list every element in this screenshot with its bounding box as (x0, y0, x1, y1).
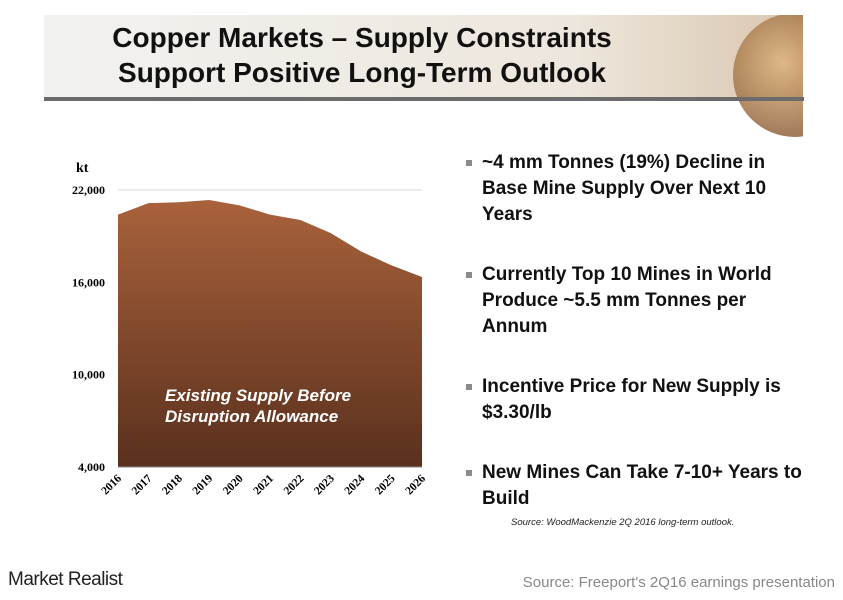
x-tick-label: 2026 (403, 472, 428, 497)
bullet-text: Currently Top 10 Mines in World Produce … (482, 264, 772, 337)
bullet-text: ~4 mm Tonnes (19%) Decline in Base Mine … (482, 152, 767, 225)
bullet: ~4 mm Tonnes (19%) Decline in Base Mine … (466, 150, 811, 228)
bullet-text: New Mines Can Take 7-10+ Years to Build (482, 462, 802, 509)
title-line: Copper Markets – Supply Constraints (112, 22, 611, 53)
x-tick-label: 2021 (251, 472, 276, 497)
x-tick-label: 2019 (191, 472, 216, 497)
x-tick-label: 2020 (221, 472, 246, 497)
annotation: Existing Supply Before (165, 386, 351, 405)
x-tick-label: 2018 (160, 472, 185, 497)
x-tick-label: 2022 (282, 472, 307, 497)
brand: Market Realist (8, 569, 123, 590)
y-tick-label: 22,000 (72, 183, 105, 197)
y-axis-label: kt (76, 161, 89, 176)
annotation: Disruption Allowance (165, 407, 338, 426)
header-band (44, 15, 803, 97)
footer-source: Source: Freeport's 2Q16 earnings present… (522, 574, 835, 591)
x-tick-label: 2017 (130, 472, 155, 497)
mask (44, 0, 804, 15)
header-rule (44, 97, 804, 101)
x-tick-label: 2024 (343, 472, 368, 497)
bullet-text: Incentive Price for New Supply is $3.30/… (482, 376, 781, 423)
x-tick-label: 2023 (312, 472, 337, 497)
bullet-marker (466, 470, 472, 476)
bullet: Incentive Price for New Supply is $3.30/… (466, 374, 811, 426)
x-tick-label: 2016 (99, 472, 124, 497)
bullet-marker (466, 384, 472, 390)
y-tick-label: 10,000 (72, 368, 105, 382)
mask (803, 0, 843, 160)
bullet: New Mines Can Take 7-10+ Years to Build (466, 460, 811, 512)
y-tick-label: 16,000 (72, 275, 105, 289)
bullet-marker (466, 160, 472, 166)
title-line: Support Positive Long-Term Outlook (118, 57, 606, 88)
y-tick-label: 4,000 (78, 460, 105, 474)
area (118, 200, 422, 467)
bullet: Currently Top 10 Mines in World Produce … (466, 262, 811, 340)
bullet-marker (466, 272, 472, 278)
x-tick-label: 2025 (373, 472, 398, 497)
chart-source: Source: WoodMackenzie 2Q 2016 long-term … (511, 517, 735, 528)
